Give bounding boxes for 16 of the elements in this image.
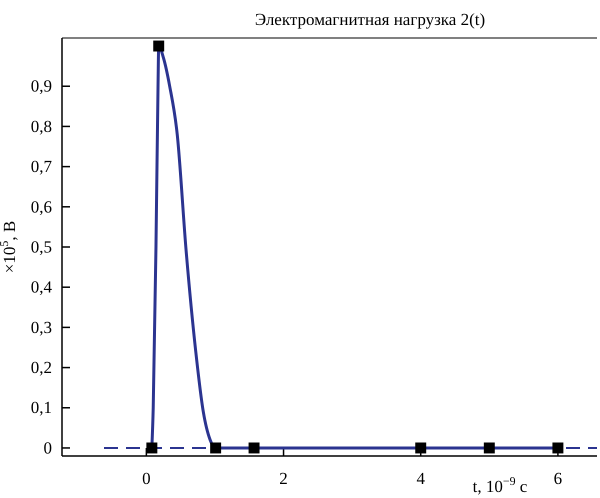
y-tick-label: 0,3 xyxy=(30,318,52,337)
y-tick-label: 0,1 xyxy=(30,398,52,418)
chart-title: Электромагнитная нагрузка 2(t) xyxy=(254,10,486,29)
y-tick-label: 0,4 xyxy=(30,278,52,297)
x-axis-title: t, 10$^{−9}$ с xyxy=(472,474,528,496)
y-tick-label: 0,8 xyxy=(30,116,52,136)
x-tick-label: 6 xyxy=(554,469,562,488)
x-tick-label: 2 xyxy=(279,469,288,488)
y-tick-label: 0,5 xyxy=(30,237,52,256)
x-tick-label: 4 xyxy=(416,469,426,488)
y-tick-label: 0,7 xyxy=(30,157,52,176)
y-tick-label: 0,2 xyxy=(30,358,52,378)
y-tick-label: 0,6 xyxy=(30,197,52,216)
y-tick-label: 0 xyxy=(44,438,52,458)
y-tick-label: 0,9 xyxy=(30,76,52,96)
x-tick-label: 0 xyxy=(142,469,151,488)
